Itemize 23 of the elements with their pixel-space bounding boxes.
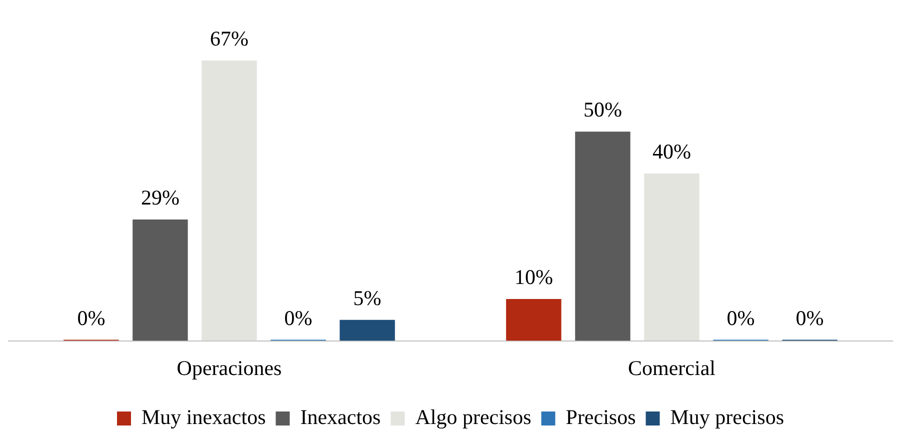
data-label: 67% bbox=[210, 26, 248, 51]
bar bbox=[202, 60, 257, 341]
x-tick-label: Operaciones bbox=[176, 356, 282, 380]
data-label: 0% bbox=[726, 306, 755, 330]
data-label: 50% bbox=[583, 98, 622, 122]
bar bbox=[132, 219, 188, 341]
bar bbox=[644, 173, 700, 341]
data-label: 40% bbox=[652, 140, 691, 164]
legend-label: Precisos bbox=[566, 405, 636, 430]
bar bbox=[340, 320, 395, 341]
legend-label: Muy inexactos bbox=[142, 405, 266, 430]
data-label: 10% bbox=[514, 264, 553, 289]
legend-label: Muy precisos bbox=[670, 405, 784, 430]
data-label: 29% bbox=[140, 186, 180, 210]
legend-label: Algo precisos bbox=[415, 405, 532, 430]
x-tick-label: Comercial bbox=[628, 356, 716, 380]
bar bbox=[575, 132, 630, 341]
data-label: 0% bbox=[77, 306, 106, 330]
bar bbox=[506, 298, 562, 341]
legend-label: Inexactos bbox=[300, 405, 381, 430]
data-label: 0% bbox=[284, 306, 312, 330]
data-label: 0% bbox=[796, 306, 824, 330]
data-label: 5% bbox=[353, 286, 382, 310]
